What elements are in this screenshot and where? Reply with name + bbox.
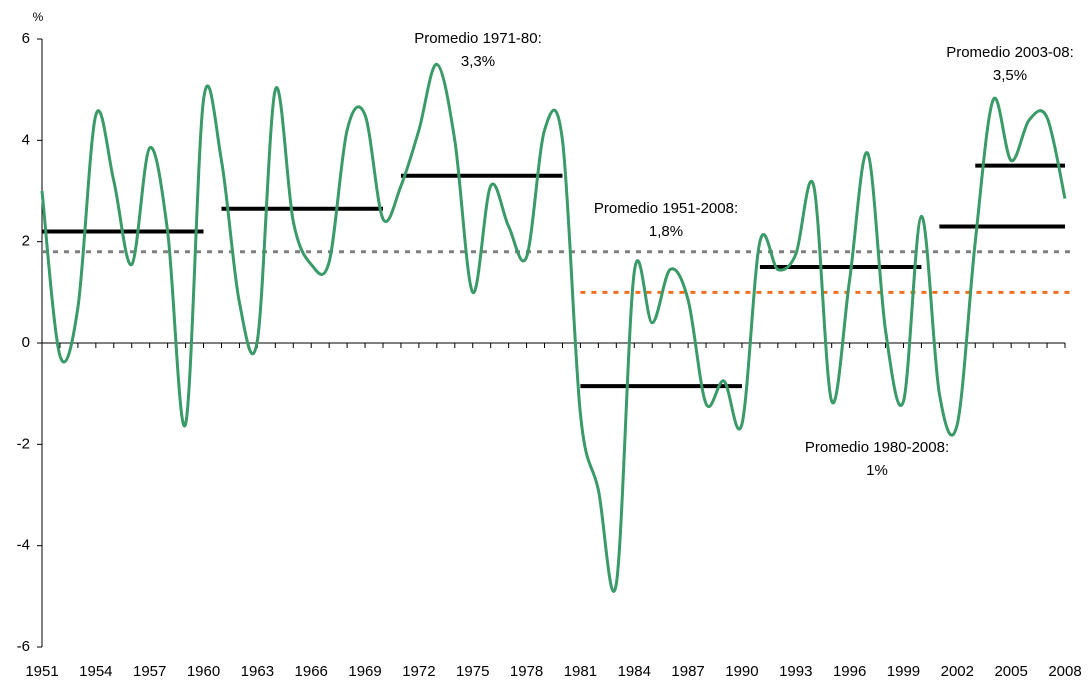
x-tick-label: 1972	[402, 663, 435, 680]
x-tick-label: 1999	[887, 663, 920, 680]
x-tick-label: 1969	[348, 663, 381, 680]
x-tick-label: 2008	[1048, 663, 1081, 680]
x-tick-label: 1963	[241, 663, 274, 680]
x-tick-label: 1987	[671, 663, 704, 680]
x-tick-label: 1978	[510, 663, 543, 680]
y-tick-label: 6	[22, 30, 30, 47]
y-tick-label: -4	[17, 537, 30, 554]
y-tick-label: -6	[17, 638, 30, 655]
x-tick-label: 2002	[941, 663, 974, 680]
x-tick-label: 1960	[187, 663, 220, 680]
x-tick-label: 1990	[725, 663, 758, 680]
y-tick-label: -2	[17, 435, 30, 452]
annotation: Promedio 2003-08:	[946, 44, 1074, 61]
annotation: Promedio 1971-80:	[414, 30, 542, 47]
annotation: 3,5%	[993, 67, 1027, 84]
y-tick-label: 2	[22, 233, 30, 250]
x-tick-label: 1951	[25, 663, 58, 680]
annotation: Promedio 1951-2008:	[594, 200, 738, 217]
series-line	[40, 62, 1067, 593]
x-tick-label: 1996	[833, 663, 866, 680]
x-tick-label: 1981	[564, 663, 597, 680]
y-tick-label: 0	[22, 334, 30, 351]
x-tick-label: 1993	[779, 663, 812, 680]
x-tick-label: 1975	[456, 663, 489, 680]
y-unit-label: %	[33, 10, 44, 24]
y-tick-label: 4	[22, 131, 30, 148]
x-tick-label: 2005	[994, 663, 1027, 680]
x-tick-label: 1984	[618, 663, 651, 680]
x-tick-label: 1954	[79, 663, 112, 680]
annotation: 3,3%	[461, 53, 495, 70]
x-tick-label: 1957	[133, 663, 166, 680]
x-tick-label: 1966	[295, 663, 328, 680]
annotation: Promedio 1980-2008:	[805, 439, 949, 456]
annotation: 1%	[866, 462, 888, 479]
annotation: 1,8%	[649, 223, 683, 240]
